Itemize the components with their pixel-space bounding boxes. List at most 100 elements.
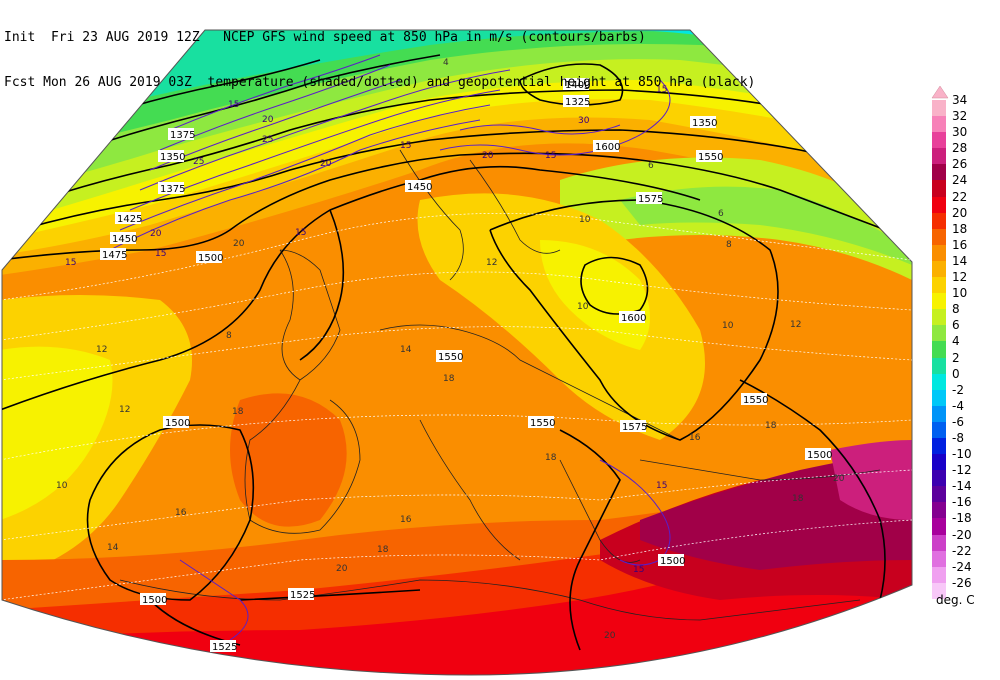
wind-label: 15 <box>65 258 76 268</box>
temp-label: 12 <box>96 345 107 355</box>
legend-entry: 24 <box>926 173 998 197</box>
temp-label: 18 <box>545 453 557 463</box>
height-label: 1475 <box>100 248 127 261</box>
height-label: 1600 <box>593 140 620 153</box>
height-label-group: 1400 1325 1600 1350 1550 1575 1600 1550 … <box>100 78 832 653</box>
legend-label: 8 <box>952 302 960 317</box>
legend-swatch <box>932 357 946 374</box>
legend-swatch <box>932 180 946 197</box>
legend-swatch <box>932 164 946 181</box>
temp-label: 10 <box>577 302 589 312</box>
svg-text:1550: 1550 <box>743 395 768 406</box>
legend-label: 28 <box>952 141 968 156</box>
height-label: 1550 <box>436 350 463 363</box>
temp-label: 12 <box>119 405 130 415</box>
wind-label: 20 <box>320 159 332 169</box>
legend-entry: -20 <box>926 528 998 551</box>
legend-entry: 28 <box>926 141 998 165</box>
svg-text:1575: 1575 <box>638 194 663 205</box>
wind-label-group: 15 20 25 20 25 20 15 15 15 20 15 30 15 1… <box>65 85 667 575</box>
temp-label: 14 <box>107 543 119 553</box>
legend-swatch <box>932 421 946 438</box>
legend-swatch <box>932 212 946 229</box>
legend-entry: 18 <box>926 222 998 245</box>
legend-swatch <box>932 486 946 503</box>
legend-entry: 6 <box>926 318 998 342</box>
height-label: 1500 <box>805 448 832 461</box>
svg-text:1500: 1500 <box>807 450 832 461</box>
legend-entry: 22 <box>926 190 998 213</box>
height-label: 1525 <box>288 588 315 601</box>
header-fcst-line: Fcst Mon 26 AUG 2019 03Z temperature (sh… <box>4 75 756 90</box>
svg-text:1550: 1550 <box>438 352 463 363</box>
legend-entry: -24 <box>926 560 998 583</box>
header-init-line: Init Fri 23 AUG 2019 12Z NCEP GFS wind s… <box>4 30 646 45</box>
svg-text:1525: 1525 <box>212 642 237 653</box>
legend-label: 30 <box>952 125 968 140</box>
legend-label: -24 <box>952 559 972 574</box>
height-label: 1575 <box>636 192 663 205</box>
legend-arrow <box>931 86 949 99</box>
svg-text:1475: 1475 <box>102 250 127 261</box>
legend-entry: 20 <box>926 206 998 229</box>
height-label: 1350 <box>158 150 185 163</box>
svg-text:1350: 1350 <box>160 152 185 163</box>
legend-entry: -16 <box>926 495 998 519</box>
height-label: 1375 <box>158 182 185 195</box>
svg-text:1600: 1600 <box>595 142 620 153</box>
wind-label: 15 <box>656 85 667 95</box>
legend-swatch <box>932 389 946 406</box>
svg-text:1425: 1425 <box>117 214 142 225</box>
legend-entry: -2 <box>926 383 998 406</box>
height-label: 1550 <box>741 393 768 406</box>
wind-label: 20 <box>482 151 494 161</box>
height-label: 1600 <box>619 311 646 324</box>
legend-label: 12 <box>952 270 968 285</box>
legend-label: -16 <box>952 495 972 510</box>
legend-swatch <box>932 116 946 133</box>
height-label: 1525 <box>210 640 237 653</box>
legend-label: -14 <box>952 479 972 494</box>
temp-label: 20 <box>336 564 348 574</box>
temp-label: 20 <box>233 239 245 249</box>
height-label: 1325 <box>563 95 590 108</box>
legend-swatch <box>932 454 946 471</box>
legend-label: 34 <box>952 93 968 107</box>
legend-label: -26 <box>952 575 972 590</box>
legend-unit: deg. C <box>936 593 975 607</box>
wind-label: 15 <box>155 249 166 259</box>
legend-label: 24 <box>952 173 968 188</box>
legend-swatch <box>932 293 946 310</box>
wind-label: 15 <box>400 141 411 151</box>
temp-label: 16 <box>175 508 187 518</box>
height-label: 1375 <box>168 128 195 141</box>
svg-text:1550: 1550 <box>698 152 723 163</box>
legend-entry: -22 <box>926 544 998 567</box>
legend-entry: -6 <box>926 415 998 438</box>
height-label: 1450 <box>405 180 432 193</box>
temp-label: 10 <box>56 481 68 491</box>
height-label: 1550 <box>528 416 555 429</box>
legend-label: -2 <box>952 382 964 397</box>
legend-label: 6 <box>952 318 960 333</box>
legend-label: -18 <box>952 511 972 526</box>
svg-text:1375: 1375 <box>160 184 185 195</box>
temp-label: 6 <box>718 209 724 219</box>
map-boundary <box>1 29 913 676</box>
legend-swatch <box>932 244 946 261</box>
height-label: 1500 <box>163 416 190 429</box>
temp-label: 14 <box>400 345 412 355</box>
svg-text:1325: 1325 <box>565 97 590 108</box>
wind-label: 15 <box>633 565 644 575</box>
wind-label: 30 <box>578 116 590 126</box>
wind-label: 25 <box>193 157 204 167</box>
legend-label: -20 <box>952 527 972 542</box>
svg-text:1525: 1525 <box>290 590 315 601</box>
legend-swatch <box>932 373 946 390</box>
legend-swatch <box>932 550 946 567</box>
legend-entry: 14 <box>926 254 998 278</box>
temperature-isotherms <box>2 212 912 601</box>
svg-text:1500: 1500 <box>660 556 685 567</box>
wind-contours <box>109 54 671 641</box>
